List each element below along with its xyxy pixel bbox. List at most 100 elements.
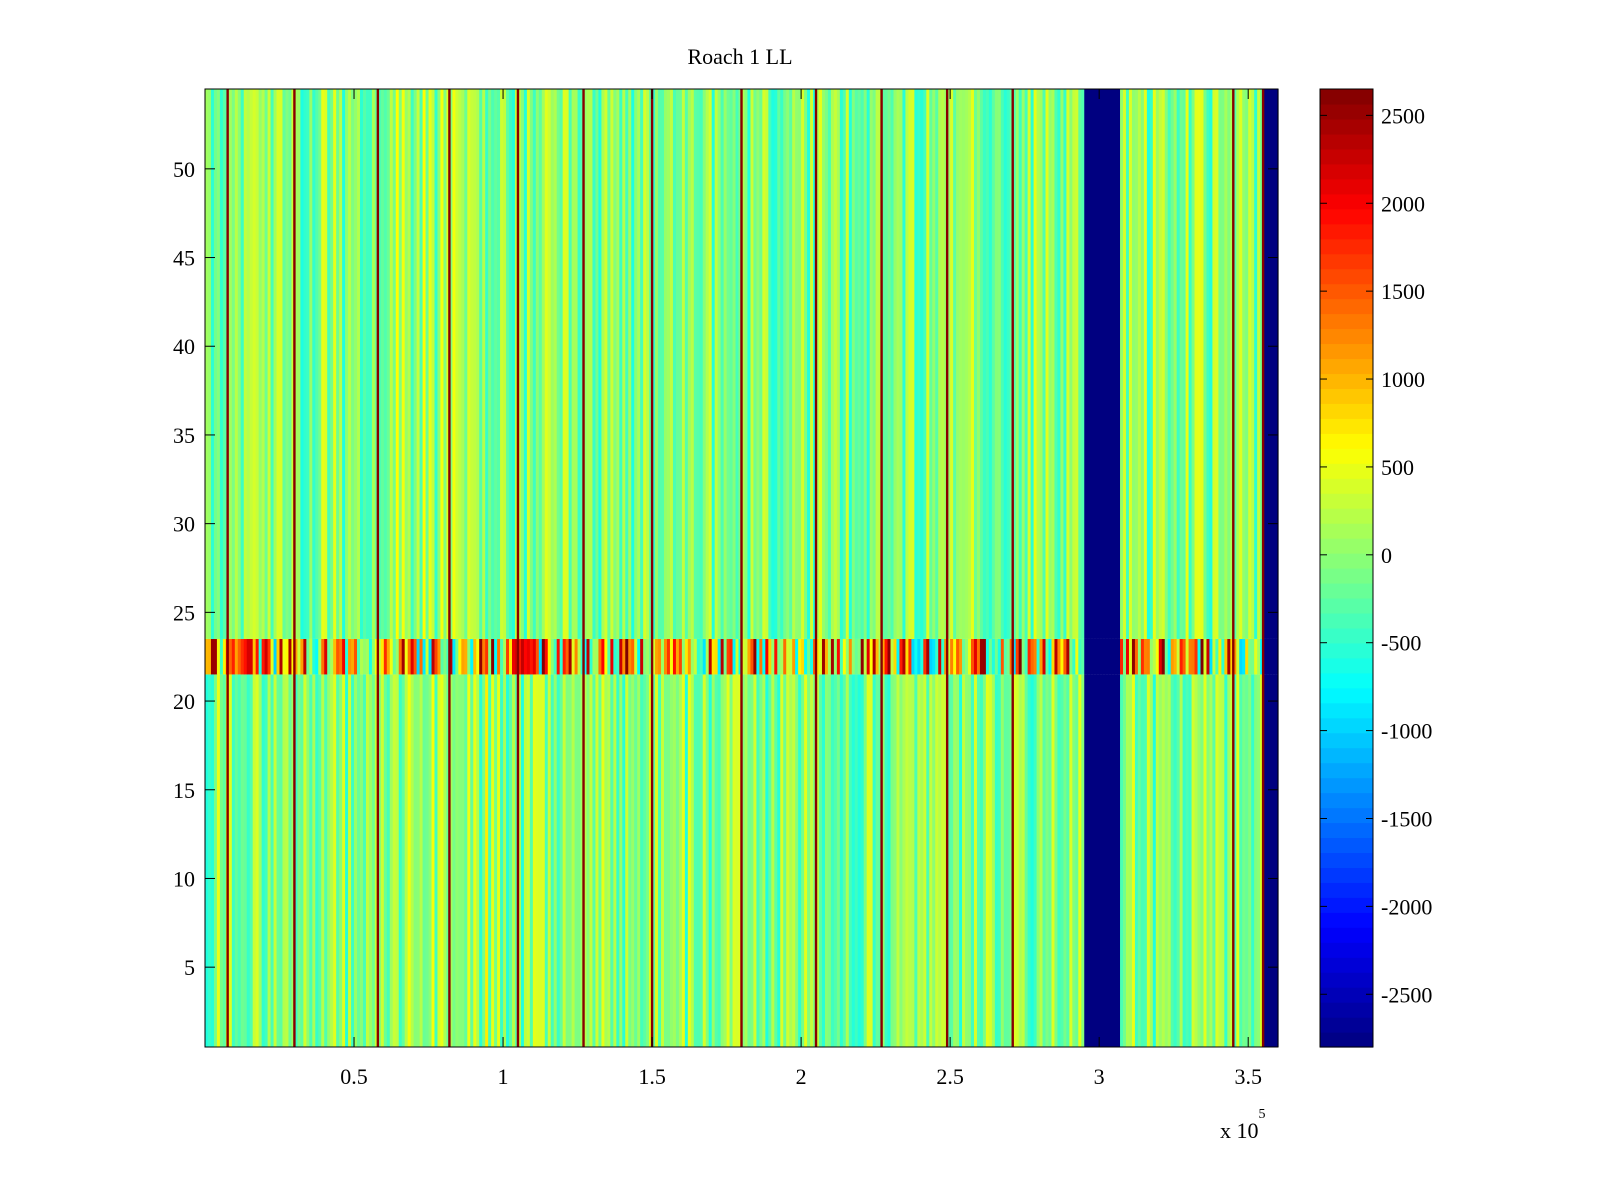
colorbar-step [1320,373,1373,389]
heatmap-cell [732,638,737,675]
heatmap-cell [801,638,805,675]
heatmap-cell [929,674,933,1047]
heatmap-cell [1030,89,1035,639]
heatmap-cell [485,674,489,1047]
heatmap-cell [956,638,960,675]
heatmap-cell [997,674,1002,1047]
heatmap-cell [1197,674,1202,1047]
heatmap-cell [908,638,912,675]
heatmap-cell [875,89,880,639]
heatmap-cells [205,89,1279,1047]
heatmap-cell [321,674,325,1047]
heatmap-cell [950,638,954,675]
heatmap-cell [643,674,647,1047]
heatmap-cell [1117,89,1121,639]
heatmap-cell [1239,638,1243,675]
heatmap-cell [592,674,597,1047]
heatmap-cell [482,638,486,675]
heatmap-cell [1128,638,1133,675]
colorbar-step [1320,1017,1373,1033]
heatmap-cell [461,638,465,675]
heatmap-cell [1048,674,1053,1047]
heatmap-cell [219,674,224,1047]
heatmap-cell [607,89,611,639]
heatmap-cell [807,89,811,639]
heatmap-cell [830,638,835,675]
heatmap-cell [973,674,978,1047]
heatmap-cell [386,89,391,639]
heatmap-cell [923,89,927,639]
heatmap-cell [571,638,576,675]
heatmap-cell [270,638,275,675]
heatmap-cell [979,674,984,1047]
heatmap-cell [306,89,310,639]
heatmap-cell [449,638,453,675]
heatmap-cell [971,674,975,1047]
heatmap-cell [699,638,704,675]
heatmap-cell [520,674,525,1047]
heatmap-cell [646,89,650,639]
heatmap-cell [717,638,722,675]
heatmap-cell [1066,89,1070,639]
heatmap-cell [926,638,930,675]
heatmap-cell [1027,674,1032,1047]
heatmap-cell [240,89,245,639]
heatmap-cell [1051,89,1056,639]
heatmap-cell [497,638,501,675]
heatmap-cell [604,89,608,639]
heatmap-cell [687,89,692,639]
heatmap-cell [810,674,814,1047]
heatmap-cell [479,89,483,639]
heatmap-cell [854,89,859,639]
heatmap-cell [783,674,787,1047]
heatmap-cell [672,674,677,1047]
heatmap-cell [351,89,355,639]
heatmap-cell [1191,638,1196,675]
heatmap-cell [1099,674,1103,1047]
heatmap-cell [783,89,787,639]
heatmap-cell [1131,89,1136,639]
heatmap-cell [1105,638,1109,675]
heatmap-cell [1099,638,1103,675]
heatmap-cell [440,638,445,675]
heatmap-cell [750,638,755,675]
heatmap-cell [956,674,960,1047]
heatmap-cell [1090,638,1094,675]
heatmap-cell [1114,674,1118,1047]
colorbar-step [1320,612,1373,629]
heatmap-cell [869,89,874,639]
heatmap-cell [395,89,400,639]
colorbar-step [1320,942,1373,958]
heatmap-cell [1140,674,1145,1047]
heatmap-cell [583,89,588,639]
heatmap-cell [1114,638,1118,675]
heatmap-cell [672,89,677,639]
heatmap-cell [300,638,304,675]
heatmap-cell [976,674,981,1047]
heatmap-cell [1224,674,1228,1047]
heatmap-cell [509,89,513,639]
heatmap-cell [816,674,820,1047]
heatmap-cell [818,638,823,675]
heatmap-cell [371,638,376,675]
heatmap-cell [619,89,623,639]
heatmap-cell [401,674,406,1047]
colorbar-step [1320,717,1373,734]
heatmap-cell [473,89,477,639]
heatmap-cell [935,674,939,1047]
heatmap-cell [586,638,591,675]
heatmap-cell [538,638,543,675]
heatmap-cell [395,638,400,675]
heatmap-cell [386,674,391,1047]
heatmap-cell [1134,89,1139,639]
colorbar-step [1320,403,1373,419]
heatmap-cell [842,674,847,1047]
heatmap-cell [1155,89,1160,639]
heatmap-cell [494,674,498,1047]
heatmap-cell [1137,89,1142,639]
heatmap-cell [246,89,251,639]
heatmap-cell [845,89,850,639]
heatmap-cell [1123,638,1127,675]
heatmap-cell [661,674,665,1047]
heatmap-cell [1185,674,1190,1047]
